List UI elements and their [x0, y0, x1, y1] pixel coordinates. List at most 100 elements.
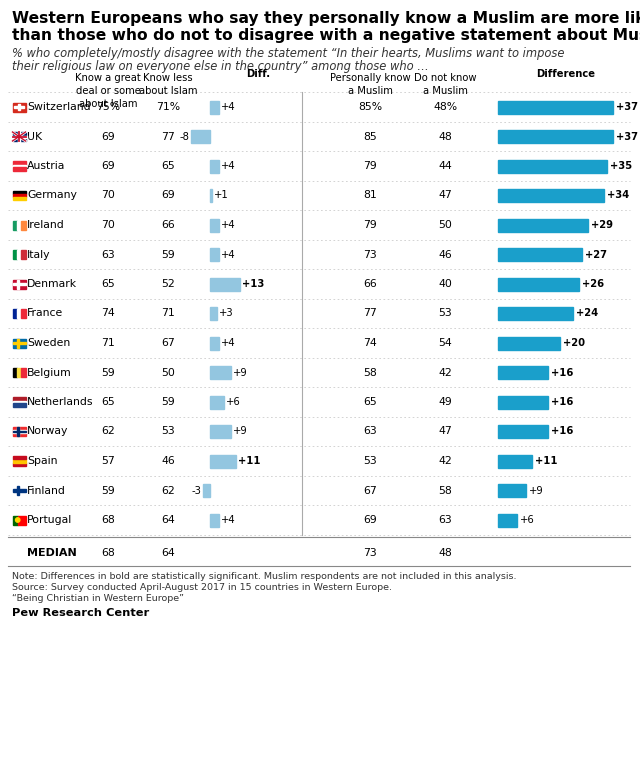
Text: 48: 48 — [438, 548, 452, 558]
Text: 62: 62 — [101, 426, 115, 437]
Text: 68: 68 — [101, 548, 115, 558]
Bar — [21, 221, 26, 230]
Text: Difference: Difference — [536, 69, 595, 79]
Text: 70: 70 — [101, 220, 115, 230]
Text: +13: +13 — [243, 279, 264, 289]
Text: 63: 63 — [101, 250, 115, 260]
Bar — [21, 250, 26, 259]
Text: Source: Survey conducted April-August 2017 in 15 countries in Western Europe.: Source: Survey conducted April-August 20… — [12, 583, 392, 592]
Bar — [210, 278, 241, 291]
Text: Personally know
a Muslim: Personally know a Muslim — [330, 73, 410, 96]
Bar — [13, 489, 26, 492]
Bar — [210, 366, 231, 379]
Bar — [13, 400, 26, 403]
Text: 49: 49 — [438, 397, 452, 407]
Text: +34: +34 — [607, 190, 629, 200]
Bar — [13, 167, 26, 170]
Bar — [498, 514, 516, 527]
Text: +4: +4 — [221, 102, 236, 112]
Text: Pew Research Center: Pew Research Center — [12, 608, 149, 618]
Bar — [13, 132, 26, 141]
Text: 40: 40 — [438, 279, 452, 289]
Text: +16: +16 — [551, 397, 573, 407]
Bar — [13, 397, 26, 400]
Bar — [17, 221, 21, 230]
Bar — [13, 309, 17, 318]
Text: +29: +29 — [591, 220, 613, 230]
Text: 66: 66 — [363, 279, 377, 289]
Bar — [210, 336, 220, 349]
Text: +6: +6 — [520, 515, 534, 525]
Bar — [210, 218, 220, 231]
Text: Diff.: Diff. — [246, 69, 270, 79]
Text: 79: 79 — [363, 161, 377, 171]
Text: 50: 50 — [161, 368, 175, 377]
Text: +37: +37 — [616, 102, 638, 112]
Bar — [498, 160, 607, 173]
Text: +4: +4 — [221, 515, 236, 525]
Bar — [13, 515, 18, 524]
Bar — [498, 336, 560, 349]
Bar — [210, 514, 220, 527]
Text: 59: 59 — [161, 250, 175, 260]
Text: % who completely/mostly disagree with the statement “In their hearts, Muslims wa: % who completely/mostly disagree with th… — [12, 47, 564, 60]
Bar — [210, 425, 231, 438]
Text: 75%: 75% — [96, 102, 120, 112]
Bar — [13, 250, 17, 259]
Text: +37: +37 — [616, 132, 638, 142]
Bar — [210, 100, 220, 113]
Bar — [498, 100, 613, 113]
Text: Netherlands: Netherlands — [27, 397, 93, 407]
Text: 63: 63 — [363, 426, 377, 437]
Bar — [498, 425, 548, 438]
Bar — [13, 456, 26, 459]
Text: Germany: Germany — [27, 190, 77, 200]
Text: 81: 81 — [363, 190, 377, 200]
Text: 65: 65 — [101, 397, 115, 407]
Text: 69: 69 — [161, 190, 175, 200]
Text: 74: 74 — [101, 308, 115, 319]
Text: 50: 50 — [438, 220, 452, 230]
Text: 69: 69 — [101, 161, 115, 171]
Bar — [498, 366, 548, 379]
Bar — [13, 103, 26, 112]
Text: +1: +1 — [214, 190, 229, 200]
Bar — [14, 106, 24, 108]
Text: 59: 59 — [101, 368, 115, 377]
Text: 66: 66 — [161, 220, 175, 230]
Bar — [13, 190, 26, 194]
Bar — [498, 189, 604, 202]
Bar — [210, 189, 212, 202]
Text: 77: 77 — [161, 132, 175, 142]
Text: +4: +4 — [221, 161, 236, 171]
Text: Italy: Italy — [27, 250, 51, 260]
Text: -8: -8 — [179, 132, 189, 142]
Text: Know less
about Islam: Know less about Islam — [139, 73, 197, 96]
Text: 62: 62 — [161, 486, 175, 495]
Text: France: France — [27, 308, 63, 319]
Text: Denmark: Denmark — [27, 279, 77, 289]
Text: +9: +9 — [233, 426, 248, 437]
Bar — [21, 309, 26, 318]
Text: 64: 64 — [161, 548, 175, 558]
Text: “Being Christian in Western Europe”: “Being Christian in Western Europe” — [12, 594, 184, 603]
Text: Norway: Norway — [27, 426, 68, 437]
Text: +20: +20 — [563, 338, 585, 348]
Text: Do not know
a Muslim: Do not know a Muslim — [413, 73, 476, 96]
Text: 53: 53 — [363, 456, 377, 466]
Text: 65: 65 — [101, 279, 115, 289]
Text: +11: +11 — [237, 456, 260, 466]
Bar — [498, 484, 526, 497]
Bar — [13, 431, 26, 432]
Text: their religious law on everyone else in the country” among those who …: their religious law on everyone else in … — [12, 60, 429, 73]
Bar — [191, 130, 210, 143]
Text: Ireland: Ireland — [27, 220, 65, 230]
Text: 58: 58 — [438, 486, 452, 495]
Bar — [13, 339, 26, 348]
Bar — [210, 454, 236, 467]
Bar — [498, 130, 613, 143]
Bar — [13, 282, 26, 285]
Text: 73: 73 — [363, 250, 377, 260]
Text: Switzerland: Switzerland — [27, 102, 91, 112]
Text: 77: 77 — [363, 308, 377, 319]
